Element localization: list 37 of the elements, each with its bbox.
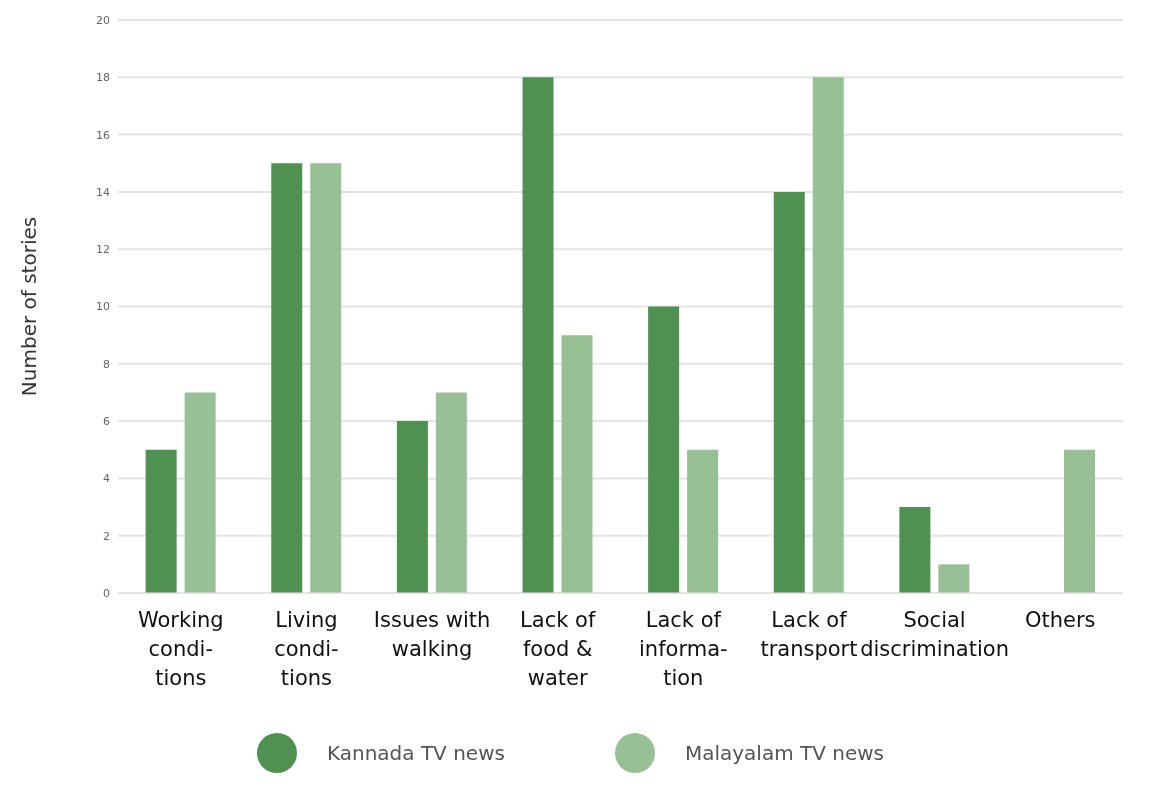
x-tick-label: Lack of food & water xyxy=(520,608,596,690)
bar xyxy=(435,392,467,593)
bar xyxy=(522,77,554,593)
y-tick-label: 18 xyxy=(96,71,110,85)
y-tick-label: 0 xyxy=(103,586,110,600)
x-tick-label: Lack of informa- tion xyxy=(639,608,728,690)
y-tick-label: 6 xyxy=(103,415,110,429)
bar xyxy=(271,163,303,593)
bar xyxy=(1064,449,1096,593)
y-tick-label: 2 xyxy=(103,529,110,543)
legend-label: Kannada TV news xyxy=(326,741,505,765)
x-tick-label: Lack of transport xyxy=(760,608,858,661)
y-tick-label: 10 xyxy=(96,300,110,314)
bar xyxy=(561,335,593,593)
legend-label: Malayalam TV news xyxy=(684,741,885,765)
y-tick-label: 16 xyxy=(96,128,110,142)
x-tick-label: Social discrimination xyxy=(860,608,1009,661)
y-tick-label: 20 xyxy=(96,13,110,27)
bar xyxy=(145,449,177,593)
bar xyxy=(648,306,680,593)
bar xyxy=(899,507,931,593)
bar xyxy=(687,449,719,593)
x-tick-label: Issues with walking xyxy=(373,608,491,661)
bar xyxy=(812,77,844,593)
x-tick-label: Working condi- tions xyxy=(137,608,224,690)
y-tick-label: 4 xyxy=(103,472,110,486)
bar xyxy=(773,191,805,593)
x-tick-label: Living condi- tions xyxy=(274,608,339,690)
y-axis-title: Number of stories xyxy=(17,216,42,397)
bar xyxy=(184,392,216,593)
bar xyxy=(938,564,970,593)
bar xyxy=(396,421,428,593)
x-tick-label: Others xyxy=(1024,608,1096,632)
bar xyxy=(310,163,342,593)
y-tick-label: 12 xyxy=(96,243,110,257)
y-tick-label: 14 xyxy=(96,185,110,199)
y-tick-label: 8 xyxy=(103,357,110,371)
